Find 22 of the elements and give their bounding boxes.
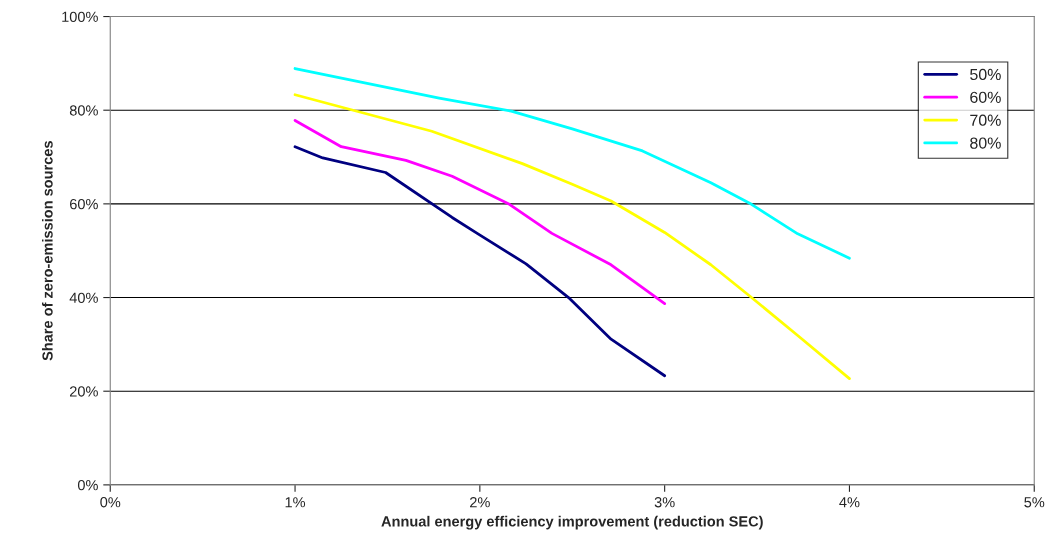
x-tick-label: 4% <box>839 497 860 508</box>
line-series <box>293 93 851 380</box>
y-axis-title: Share of zero-emission sources <box>42 141 53 361</box>
x-tick-label: 2% <box>470 497 490 508</box>
legend-label: 60% <box>970 91 1001 103</box>
y-tick-label: 0% <box>77 479 98 491</box>
y-tick-label: 80% <box>69 105 98 116</box>
line-series <box>293 145 667 378</box>
legend-label: 50% <box>970 68 1001 81</box>
line-series <box>293 67 851 260</box>
y-tick-label: 60% <box>70 198 98 210</box>
y-tick-label: 40% <box>69 292 98 303</box>
x-tick-label: 5% <box>1024 497 1045 508</box>
legend-label: 70% <box>970 114 1001 126</box>
y-tick-label: 100% <box>62 11 98 22</box>
y-tick-label: 20% <box>69 386 98 397</box>
x-tick-label: 0% <box>100 497 121 508</box>
x-tick-label: 3% <box>654 497 675 508</box>
legend-label: 80% <box>970 137 1001 149</box>
x-tick-label: 1% <box>285 497 306 508</box>
x-axis-title: Annual energy efficiency improvement (reduction SEC) <box>381 515 763 530</box>
line-series <box>293 119 667 306</box>
